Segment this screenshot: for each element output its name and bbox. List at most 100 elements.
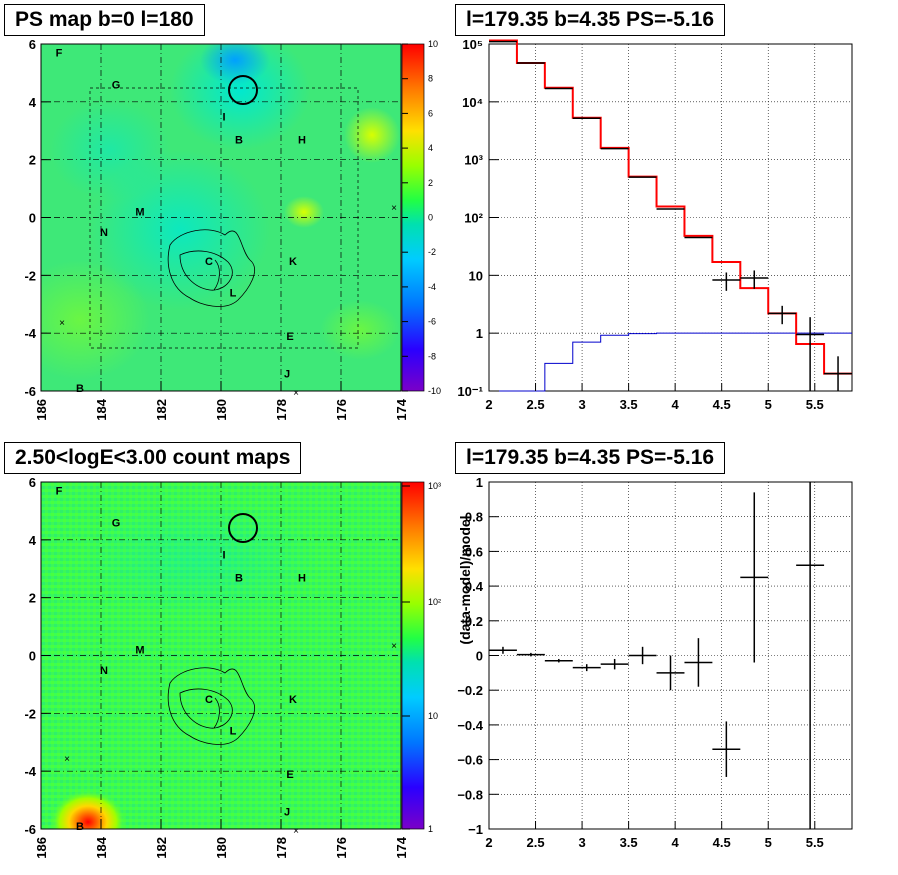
residual-x-tick-label: 3.5: [620, 835, 638, 850]
spectrum-y-tick-label: 10²: [464, 211, 483, 226]
map-y-tick-label: 4: [29, 95, 37, 110]
source-label: F: [56, 486, 63, 498]
spectrum-x-tick-label: 2: [485, 397, 492, 412]
source-label: K: [289, 694, 297, 706]
spectrum-x-tick-label: 2.5: [526, 397, 544, 412]
residual-x-tick-label: 3: [578, 835, 585, 850]
residual-y-tick-label: −1: [468, 822, 483, 837]
colorbar-tick-label: 4: [428, 143, 433, 153]
residual-y-tick-label: −0.8: [457, 787, 483, 802]
svg-text:×: ×: [293, 826, 299, 837]
source-label: I: [222, 111, 225, 123]
source-label: G: [112, 79, 121, 91]
map-x-tick-label: 178: [274, 837, 289, 859]
map-x-tick-label: 182: [154, 399, 169, 421]
residual-x-tick-label: 5.5: [806, 835, 824, 850]
source-label: I: [222, 549, 225, 561]
map-x-tick-label: 186: [34, 837, 49, 859]
ps-map-title: PS map b=0 l=180: [4, 4, 205, 36]
svg-text:×: ×: [391, 641, 397, 652]
source-label: L: [230, 288, 237, 300]
map-x-tick-label: 180: [214, 837, 229, 859]
source-label: F: [56, 48, 63, 60]
residual-panel: 2 2.5 3 3.5 4 4.5 5 5.5 1 0.8 0.6 0.4 0.2 0 −0.2 −0.4 −0…: [457, 475, 853, 850]
map-y-tick-label: 0: [29, 649, 36, 664]
spectrum-title: l=179.35 b=4.35 PS=-5.16: [455, 4, 726, 36]
residual-title: l=179.35 b=4.35 PS=-5.16: [455, 442, 726, 474]
source-label: B: [235, 572, 243, 584]
spectrum-y-tick-label: 10: [469, 268, 483, 283]
spectrum-x-tick-label: 4: [672, 397, 680, 412]
snr-contour-bottom: [167, 667, 255, 745]
residual-x-tick-label: 5: [765, 835, 772, 850]
map-y-tick-label: 2: [29, 591, 36, 606]
residual-ylabel: (data-model)/model: [457, 515, 473, 644]
source-label: C: [205, 694, 213, 706]
spectrum-x-tick-label: 4.5: [713, 397, 731, 412]
colorbar-tick-label: -8: [428, 351, 436, 361]
source-label: H: [298, 134, 306, 146]
map-y-tick-label: -6: [24, 822, 36, 837]
snr-contour: [167, 229, 255, 307]
source-label: M: [135, 207, 144, 219]
map-y-tick-label: 6: [29, 37, 36, 52]
source-label: H: [298, 572, 306, 584]
source-label: G: [112, 517, 121, 529]
map-x-tick-label: 184: [94, 398, 109, 420]
map-x-tick-label: 180: [214, 399, 229, 421]
source-label: N: [100, 665, 108, 677]
colorbar-tick-label: 10²: [428, 597, 441, 607]
bright-source: [50, 790, 126, 829]
map-y-tick-label: 6: [29, 475, 36, 490]
spectrum-y-tick-label: 10⁴: [462, 95, 483, 110]
colorbar-tick-label: 10: [428, 39, 438, 49]
map-y-tick-label: 0: [29, 211, 36, 226]
residual-y-tick-label: 0.6: [465, 544, 483, 559]
map-y-tick-label: -4: [24, 326, 36, 341]
svg-text:×: ×: [293, 388, 299, 399]
spectrum-panel: 2 2.5 3 3.5 4 4.5 5 5.5 10⁻¹ 1 10 10² 10³ 10⁴ 10⁵: [457, 37, 853, 412]
residual-y-tick-label: 1: [476, 475, 483, 490]
map-x-tick-label: 186: [34, 399, 49, 421]
source-label: E: [286, 769, 293, 781]
spectrum-y-tick-label: 1: [476, 326, 483, 341]
map-x-tick-label: 178: [274, 399, 289, 421]
map-y-tick-label: 2: [29, 153, 36, 168]
residual-y-tick-label: −0.4: [457, 718, 483, 733]
source-label: J: [284, 807, 290, 819]
spectrum-x-tick-label: 3: [578, 397, 585, 412]
source-label: J: [284, 369, 290, 381]
source-label: C: [205, 256, 213, 268]
source-model-line: [489, 332, 852, 392]
source-circle-bottom: [228, 513, 258, 543]
ps-colorbar: [402, 44, 424, 391]
source-label: N: [100, 227, 108, 239]
spectrum-x-tick-label: 5.5: [806, 397, 824, 412]
source-label: B: [76, 821, 84, 833]
colorbar-tick-label: -10: [428, 386, 441, 396]
svg-text:×: ×: [59, 318, 65, 329]
spectrum-y-tick-label: 10⁻¹: [457, 384, 483, 399]
source-label: K: [289, 256, 297, 268]
spectrum-y-tick-label: 10³: [464, 153, 483, 168]
count-map-title: 2.50<logE<3.00 count maps: [4, 442, 302, 474]
residual-y-tick-label: 0.8: [465, 510, 483, 525]
residual-y-tick-label: −0.2: [457, 683, 483, 698]
map-y-tick-label: -2: [24, 706, 36, 721]
source-label: B: [76, 383, 84, 395]
colorbar-tick-label: 10³: [428, 481, 441, 491]
residual-y-tick-label: 0.2: [465, 614, 483, 629]
residual-x-tick-label: 2: [485, 835, 492, 850]
residual-x-tick-label: 4: [672, 835, 680, 850]
spectrum-y-tick-label: 10⁵: [462, 37, 483, 52]
residual-x-tick-label: 2.5: [526, 835, 544, 850]
residual-y-tick-label: −0.6: [457, 753, 483, 768]
colorbar-tick-label: 8: [428, 74, 433, 84]
svg-text:×: ×: [391, 203, 397, 214]
source-label: L: [230, 726, 237, 738]
map-y-tick-label: -2: [24, 268, 36, 283]
map-x-tick-label: 182: [154, 837, 169, 859]
